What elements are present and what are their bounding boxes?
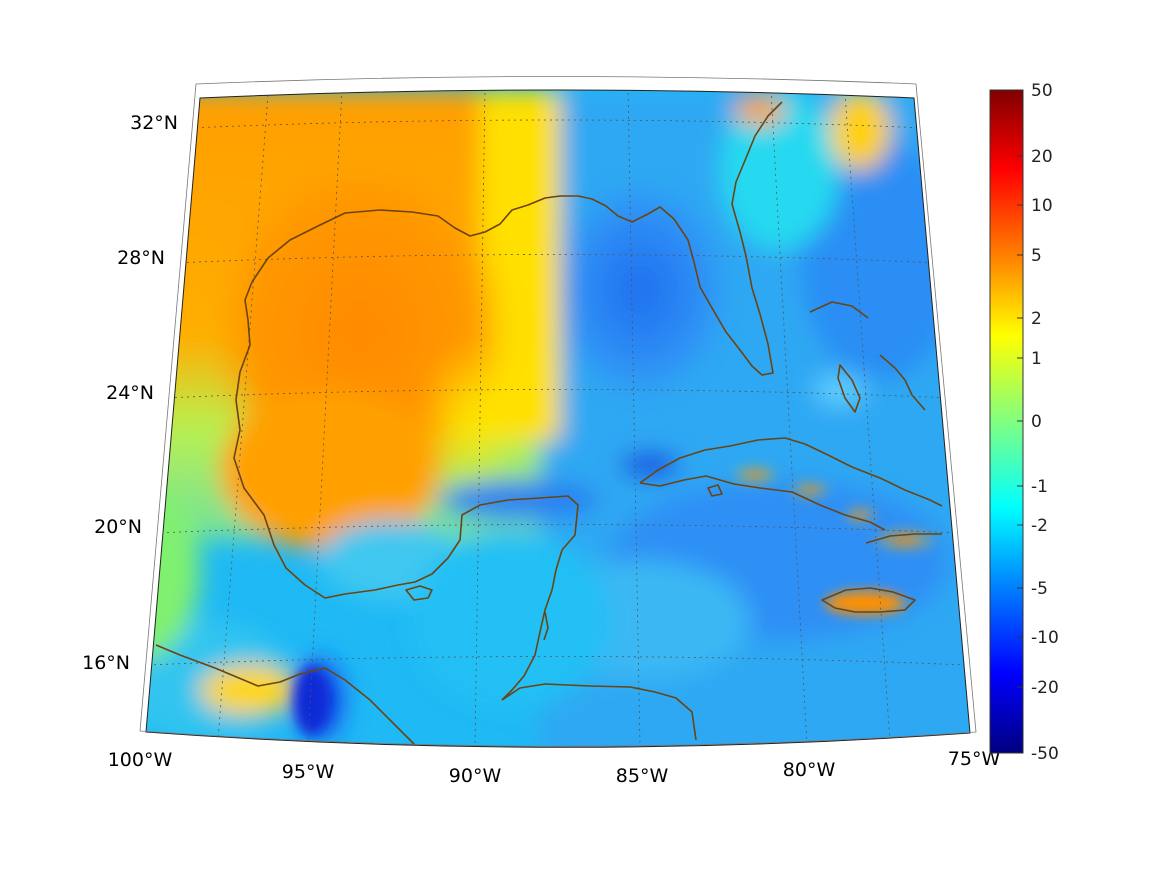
colorbar-tick: 20 — [1031, 147, 1053, 167]
lat-label-16: 16°N — [82, 652, 130, 674]
lon-label-95: 95°W — [282, 761, 335, 783]
colorbar-tick: 1 — [1031, 349, 1042, 369]
map-field — [146, 90, 970, 748]
colorbar-tick: 50 — [1031, 81, 1053, 101]
colorbar-tick: -2 — [1031, 516, 1048, 536]
lon-label-90: 90°W — [449, 765, 502, 787]
lat-labels: 32°N 28°N 24°N 20°N 16°N — [82, 112, 178, 674]
colorbar-tick: -1 — [1031, 477, 1048, 497]
map-frame — [139, 76, 977, 748]
lon-label-80: 80°W — [783, 759, 836, 781]
colorbar: 50 20 10 5 2 1 0 -1 -2 -5 -10 -20 -50 — [989, 81, 1059, 764]
lat-label-20: 20°N — [94, 516, 142, 538]
coastlines — [155, 101, 943, 746]
colorbar-tick: 10 — [1031, 196, 1053, 216]
colorbar-tick: -10 — [1031, 628, 1059, 648]
lon-label-85: 85°W — [616, 765, 669, 787]
lon-label-75: 75°W — [948, 748, 1001, 770]
lat-label-32: 32°N — [130, 112, 178, 134]
colorbar-tick: 5 — [1031, 246, 1042, 266]
colorbar-tick: -20 — [1031, 678, 1059, 698]
lat-label-24: 24°N — [106, 382, 154, 404]
colorbar-tick: -5 — [1031, 579, 1048, 599]
lat-label-28: 28°N — [117, 247, 165, 269]
graticule — [147, 90, 967, 748]
colorbar-tick: 0 — [1031, 412, 1042, 432]
colorbar-tick: -50 — [1031, 744, 1059, 764]
lon-labels: 100°W 95°W 90°W 85°W 80°W 75°W — [108, 748, 1001, 787]
colorbar-tick: 2 — [1031, 309, 1042, 329]
lon-label-100: 100°W — [108, 749, 173, 771]
